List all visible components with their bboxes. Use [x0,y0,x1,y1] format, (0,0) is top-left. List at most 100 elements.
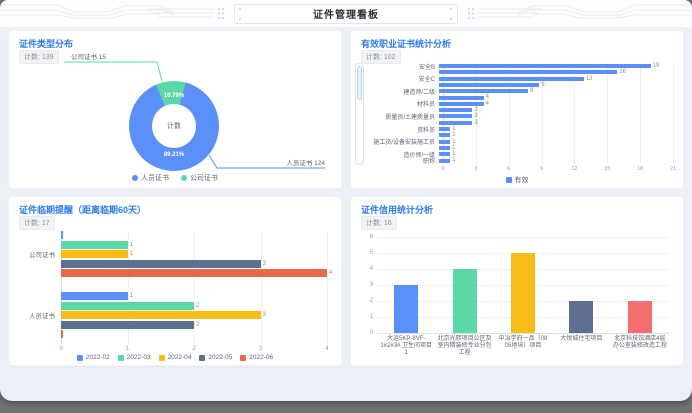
legend-label: 2022-02 [85,354,110,361]
valid-legend: 有效 [351,175,683,185]
axis-category-label: 大悦城住宅项目 [560,336,603,342]
bar[interactable] [61,250,128,258]
bar-row: 3 [367,107,673,113]
bar[interactable] [61,320,194,329]
axis-category-label: 公司证书 [29,252,55,259]
bar-value: 1 [452,144,456,151]
bar-value: 3 [262,312,266,318]
x-axis-labels: 大运5KP-8VF-1#2#3# 卫生间项目1 北京光熙项目公区及室内精装修专业分… [377,336,669,357]
axis-category-label: 中冶学府一品（08 05地块）项目 [498,336,548,349]
pie-pct-person: 89.21% [163,152,185,158]
axis-tick-label: 9 [540,166,544,172]
bar[interactable] [439,101,484,106]
legend-item[interactable]: 2022-03 [117,354,151,361]
dashboard-window: 证件管理看板 证件类型分布 计数: 139 公司证书 15 人员证书 124 计… [0,0,692,401]
panel-valid-certs: 有效职业证书统计分析 计数: 102 安全B 19 16 安全C 13 9 建造师/二级 8 4… [350,30,684,189]
pie-callout-lines: 公司证书 15 人员证书 124 [64,52,325,169]
legend-item[interactable]: 2022-05 [199,354,232,361]
bar[interactable] [439,82,540,87]
bar[interactable] [439,139,451,144]
legend-item[interactable]: 2022-06 [240,354,273,361]
bar[interactable] [439,89,529,94]
bar-row: 4 [61,269,332,277]
legend-item[interactable]: 2022-04 [158,354,191,361]
bar[interactable] [439,76,584,81]
axis-tick-label: 4 [369,266,373,272]
axis-tick-label: 15 [604,166,611,172]
bar-row: 资料员 1 [367,126,673,134]
pie-callout-person: 人员证书 124 [286,158,325,167]
donut-center-label: 计数 [152,104,196,148]
datazoom-handle[interactable] [357,66,362,100]
bar-value: 16 [619,69,626,76]
bar-column [377,237,435,333]
bar[interactable] [439,133,451,138]
bar[interactable] [439,152,451,157]
axis-tick-label: 3 [474,166,478,172]
bar-track: 1 [439,139,673,145]
bar[interactable] [511,253,536,333]
bar-value: 2 [196,302,200,309]
bar-row: 材料员 4 [367,101,673,109]
gridlines [61,231,328,344]
bar[interactable] [394,285,419,333]
legend-item[interactable]: 有效 [505,175,529,185]
axis-tick-label: 6 [507,166,511,172]
bar[interactable] [61,231,63,239]
bar-value: 2 [196,321,200,328]
panel-title: 有效职业证书统计分析 [361,39,452,49]
legend-item[interactable]: 人员证书 [132,173,169,183]
bar-value: 9 [541,81,545,88]
bar[interactable] [569,301,594,333]
axis-category-label: 安全C [418,77,435,84]
bar[interactable] [61,330,63,338]
bar-track: 4 [439,94,673,100]
bar-value: 3 [262,260,266,267]
bar[interactable] [439,108,473,113]
bar[interactable] [439,95,484,100]
gridline [327,231,328,344]
bar[interactable] [61,292,128,300]
bar-track: 3 [439,120,673,126]
bar-column [494,237,552,333]
bar[interactable] [452,269,477,333]
panel-credit-stats: 证件信用统计分析 计数: 16 0 1 2 3 4 5 6 大运5KP-8VF-1#2#3#… [350,196,684,366]
bar-value: 4 [485,94,489,101]
bar-value: 3 [474,113,478,120]
bar[interactable] [439,120,473,125]
axis-tick-label: 6 [369,234,373,240]
bar[interactable] [61,240,128,249]
axis-tick-label: 0 [59,346,63,352]
valid-certs-chart: 安全B 19 16 安全C 13 9 建造师/二级 8 4 材料员 4 3 质量员/土建质量员 3 3 资料员… [367,63,676,172]
axis-category-label: 北京光熙项目公区及室内精装修专业分包工程 [437,336,492,356]
bar-row: 1 [367,132,673,138]
bar[interactable] [627,301,652,333]
axis-category-label: 北京科技馆酒店4层 办公室装修改造工程 [612,336,667,349]
legend-item[interactable]: 公司证书 [181,173,218,183]
header-decoration-right [468,4,692,19]
bar[interactable] [439,145,451,150]
bar[interactable] [439,70,618,75]
bar-value: 3 [474,119,478,126]
legend-item[interactable]: 2022-02 [76,354,110,361]
axis-category-label: 人员证书 [29,313,55,320]
datazoom-slider[interactable] [355,63,364,165]
bar[interactable] [439,127,451,132]
bar[interactable] [61,269,327,277]
bar-rows: 安全B 19 16 安全C 13 9 建造师/二级 8 4 材料员 4 3 质量员/土建质量员 3 3 资料员… [367,63,673,165]
bar-row: 职称 1 [367,157,673,165]
bar-row: 9 [367,82,673,88]
bar-value: 4 [329,270,333,276]
donut-chart[interactable]: 计数 [129,81,219,171]
legend-swatch-icon [240,354,247,361]
bar[interactable] [439,114,473,119]
bar[interactable] [61,311,261,319]
bar[interactable] [61,301,194,310]
bar-column [552,237,610,333]
bar[interactable] [439,158,451,163]
bar[interactable] [61,259,261,268]
legend-swatch-icon [76,354,83,361]
bar-track: 3 [439,113,673,119]
legend-label: 公司证书 [190,175,218,182]
bar[interactable] [439,64,651,69]
